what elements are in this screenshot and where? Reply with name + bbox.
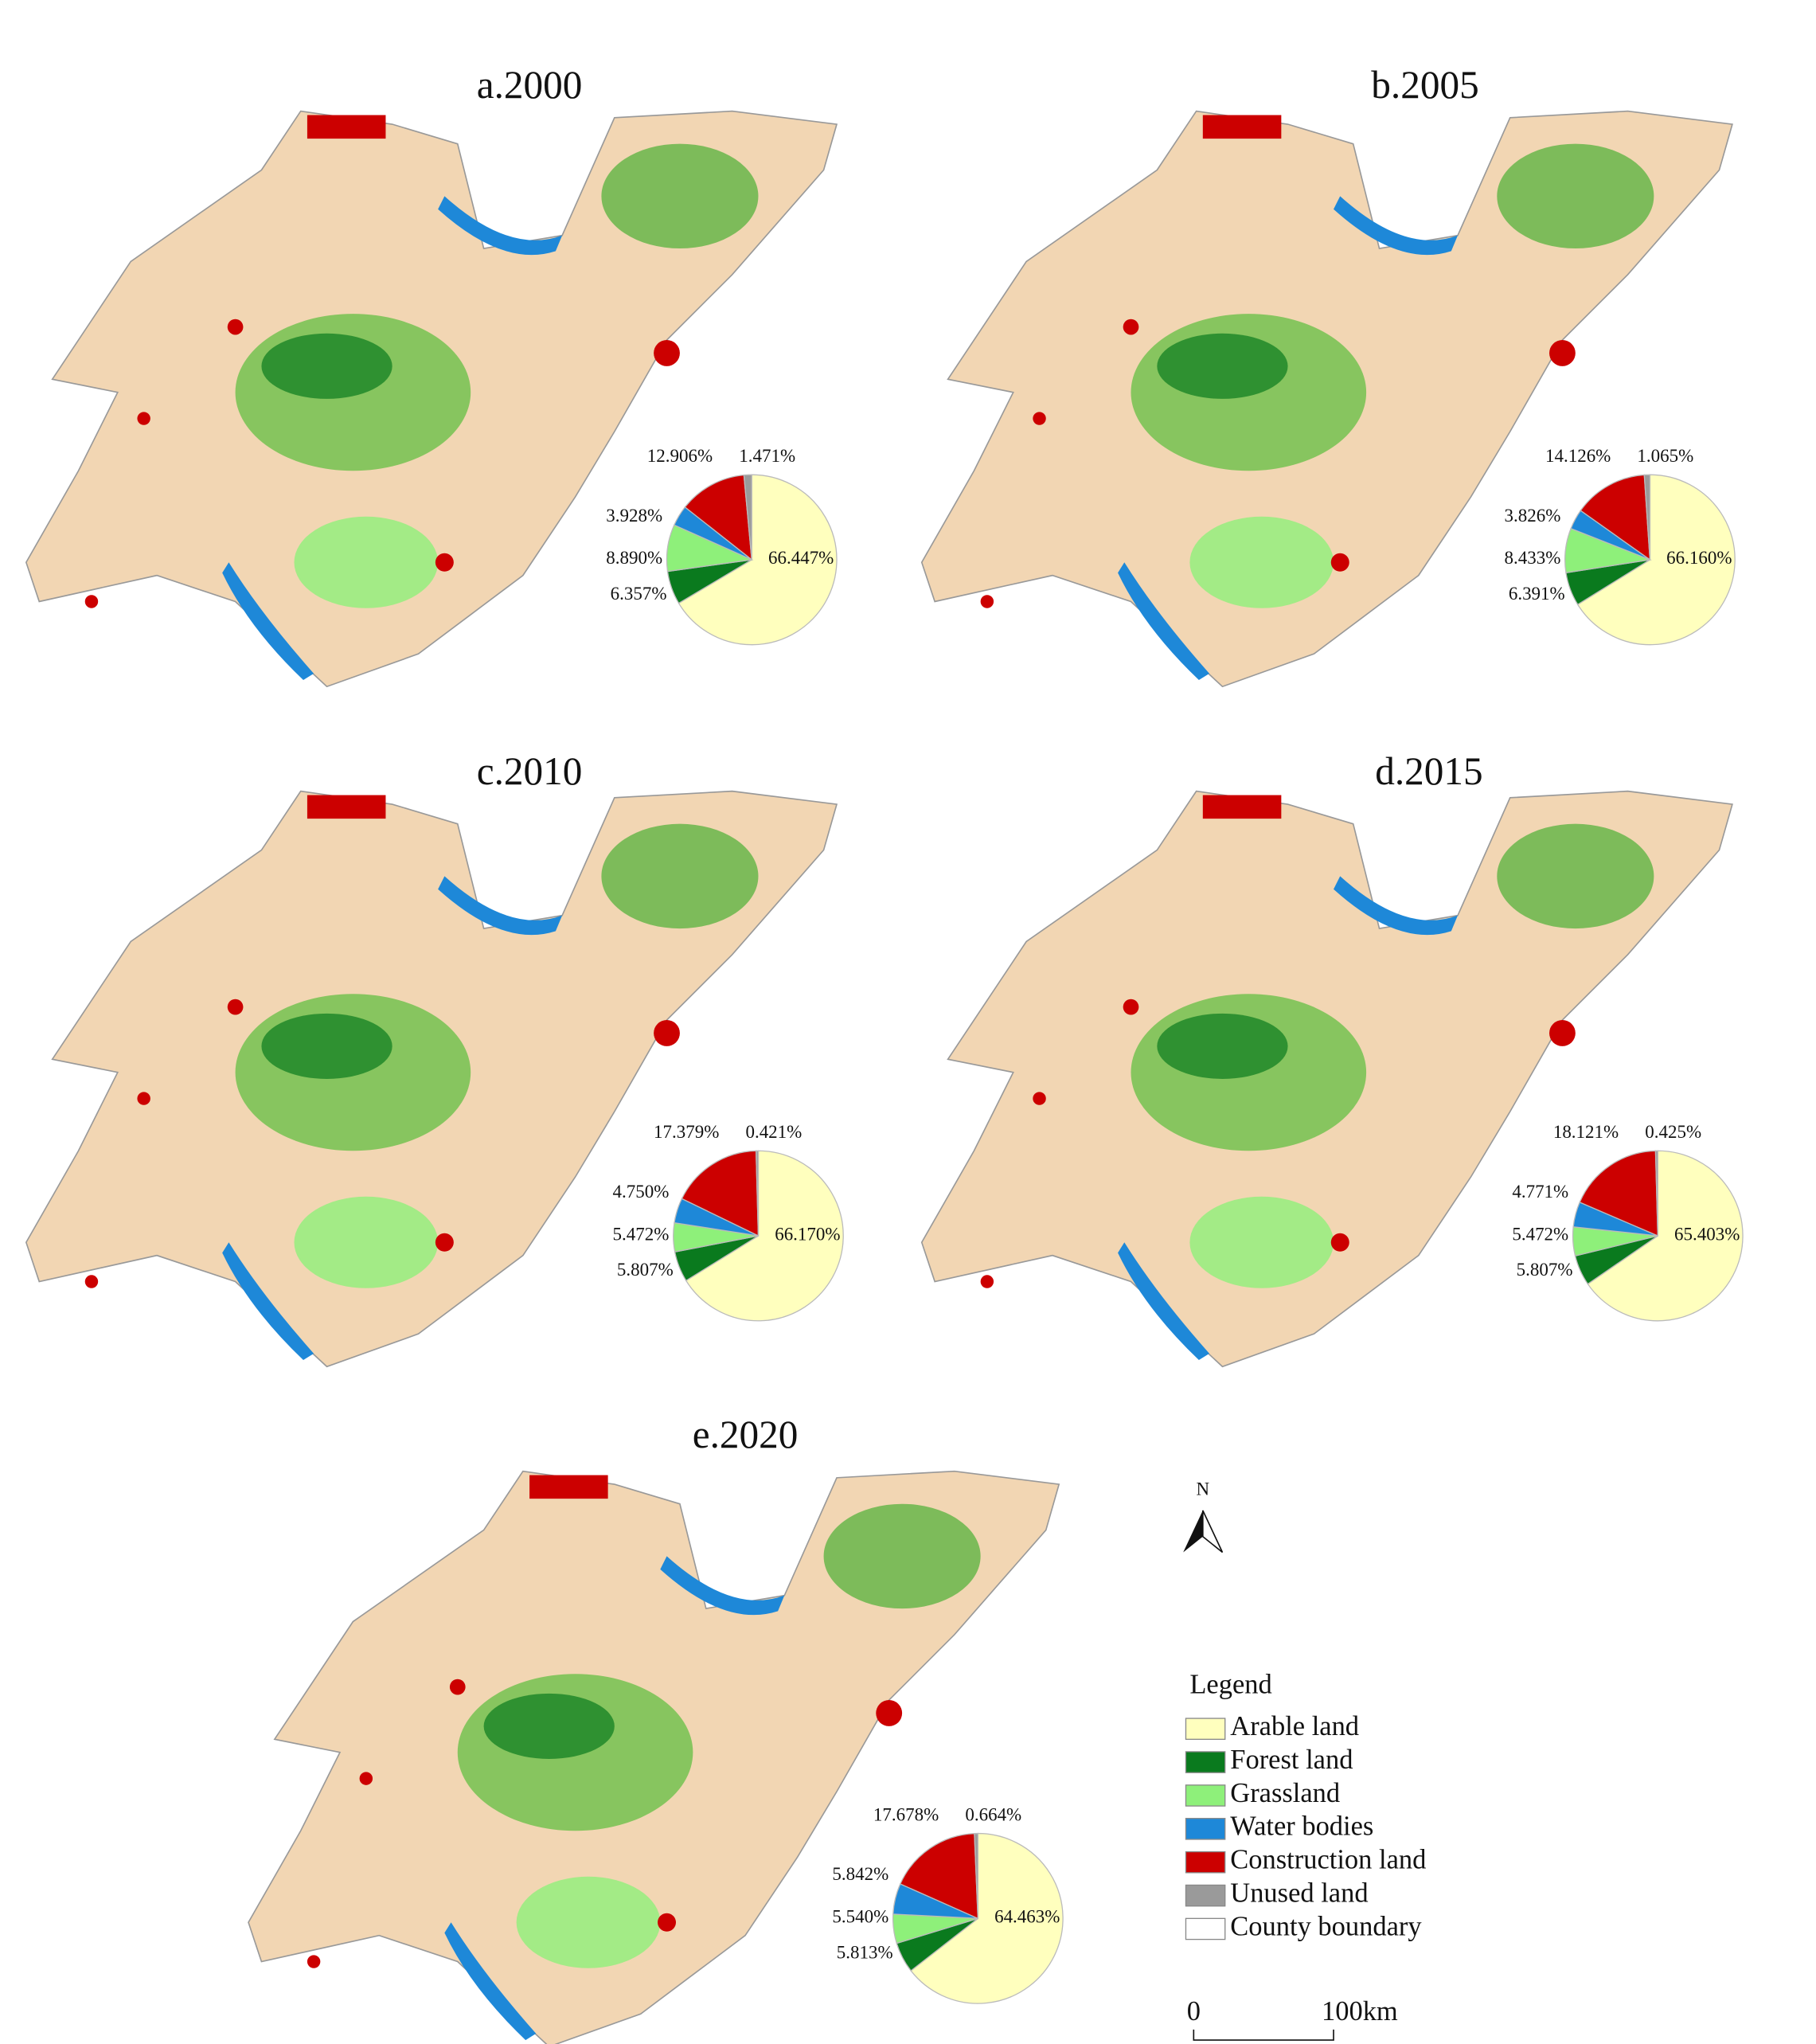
value-label: 5.813% xyxy=(837,1942,893,1962)
pie-slice xyxy=(899,1832,979,1920)
pie-slice xyxy=(743,474,752,560)
value-label: 65.403% xyxy=(1674,1224,1740,1244)
value-label: 17.678% xyxy=(873,1805,939,1825)
value-label: 6.391% xyxy=(1509,584,1565,604)
legend-label: Construction land xyxy=(1230,1845,1426,1875)
value-label: 66.160% xyxy=(1666,548,1732,568)
legend-label: Water bodies xyxy=(1230,1811,1373,1842)
panel-title: c.2010 xyxy=(477,749,583,793)
pie-slice xyxy=(755,1150,760,1237)
pie-slice xyxy=(684,474,753,561)
value-label: 3.826% xyxy=(1504,506,1560,526)
scale-start: 0 xyxy=(1187,1996,1201,2026)
panel-title: e.2020 xyxy=(693,1413,799,1456)
value-label: 1.065% xyxy=(1637,446,1693,466)
legend-title: Legend xyxy=(1189,1670,1271,1700)
value-label: 5.472% xyxy=(613,1224,670,1244)
pie-slice xyxy=(681,1150,760,1237)
value-label: 6.357% xyxy=(611,584,667,604)
legend-label: Arable land xyxy=(1230,1711,1359,1741)
pie-slice xyxy=(678,474,838,646)
value-label: 0.421% xyxy=(745,1122,802,1142)
legend-swatch xyxy=(1185,1718,1226,1740)
value-label: 66.170% xyxy=(775,1224,840,1244)
pie-slice xyxy=(1643,474,1651,560)
legend-swatch xyxy=(1185,1851,1226,1874)
value-label: 4.750% xyxy=(613,1182,670,1202)
value-label: 14.126% xyxy=(1545,446,1611,466)
pie-slice xyxy=(1576,474,1736,646)
legend-swatch xyxy=(1185,1818,1226,1840)
pie-slice xyxy=(685,1150,844,1322)
value-label: 5.842% xyxy=(832,1864,888,1884)
scale-end: 100km xyxy=(1322,1996,1398,2026)
legend-label: County boundary xyxy=(1230,1911,1422,1941)
pie-slice xyxy=(1579,1150,1658,1237)
north-label: N xyxy=(1197,1479,1210,1499)
legend-swatch xyxy=(1185,1884,1226,1907)
value-label: 5.807% xyxy=(617,1260,674,1280)
value-label: 17.379% xyxy=(654,1122,719,1142)
value-label: 0.425% xyxy=(1645,1122,1701,1142)
legend-swatch xyxy=(1185,1784,1226,1807)
legend-label: Unused land xyxy=(1230,1878,1368,1908)
legend-swatch xyxy=(1185,1917,1226,1940)
pie-slice xyxy=(910,1832,1064,2004)
value-label: 18.121% xyxy=(1553,1122,1619,1142)
value-label: 0.664% xyxy=(965,1805,1021,1825)
value-label: 1.471% xyxy=(739,446,795,466)
value-label: 5.807% xyxy=(1517,1260,1573,1280)
value-label: 8.890% xyxy=(606,548,662,568)
scale-bar: 0 100km xyxy=(1187,1996,1398,2041)
pie-slice xyxy=(1654,1150,1658,1237)
legend-swatch xyxy=(1185,1751,1226,1773)
value-label: 5.472% xyxy=(1512,1224,1568,1244)
north-arrow: N xyxy=(1183,1479,1224,1554)
value-label: 8.433% xyxy=(1504,548,1560,568)
value-label: 3.928% xyxy=(606,506,662,526)
panel-title: b.2005 xyxy=(1371,63,1478,107)
panel-title: d.2015 xyxy=(1375,749,1482,793)
legend-label: Grassland xyxy=(1230,1778,1340,1808)
pie-slice xyxy=(1587,1150,1744,1322)
value-label: 5.540% xyxy=(832,1907,888,1927)
value-label: 4.771% xyxy=(1512,1182,1568,1202)
legend-label: Forest land xyxy=(1230,1745,1353,1775)
panel-title: a.2000 xyxy=(477,63,583,107)
pie-slice xyxy=(974,1832,979,1919)
value-label: 12.906% xyxy=(647,446,713,466)
value-label: 66.447% xyxy=(768,548,834,568)
pie-slice xyxy=(1580,474,1651,561)
value-label: 64.463% xyxy=(994,1907,1060,1927)
